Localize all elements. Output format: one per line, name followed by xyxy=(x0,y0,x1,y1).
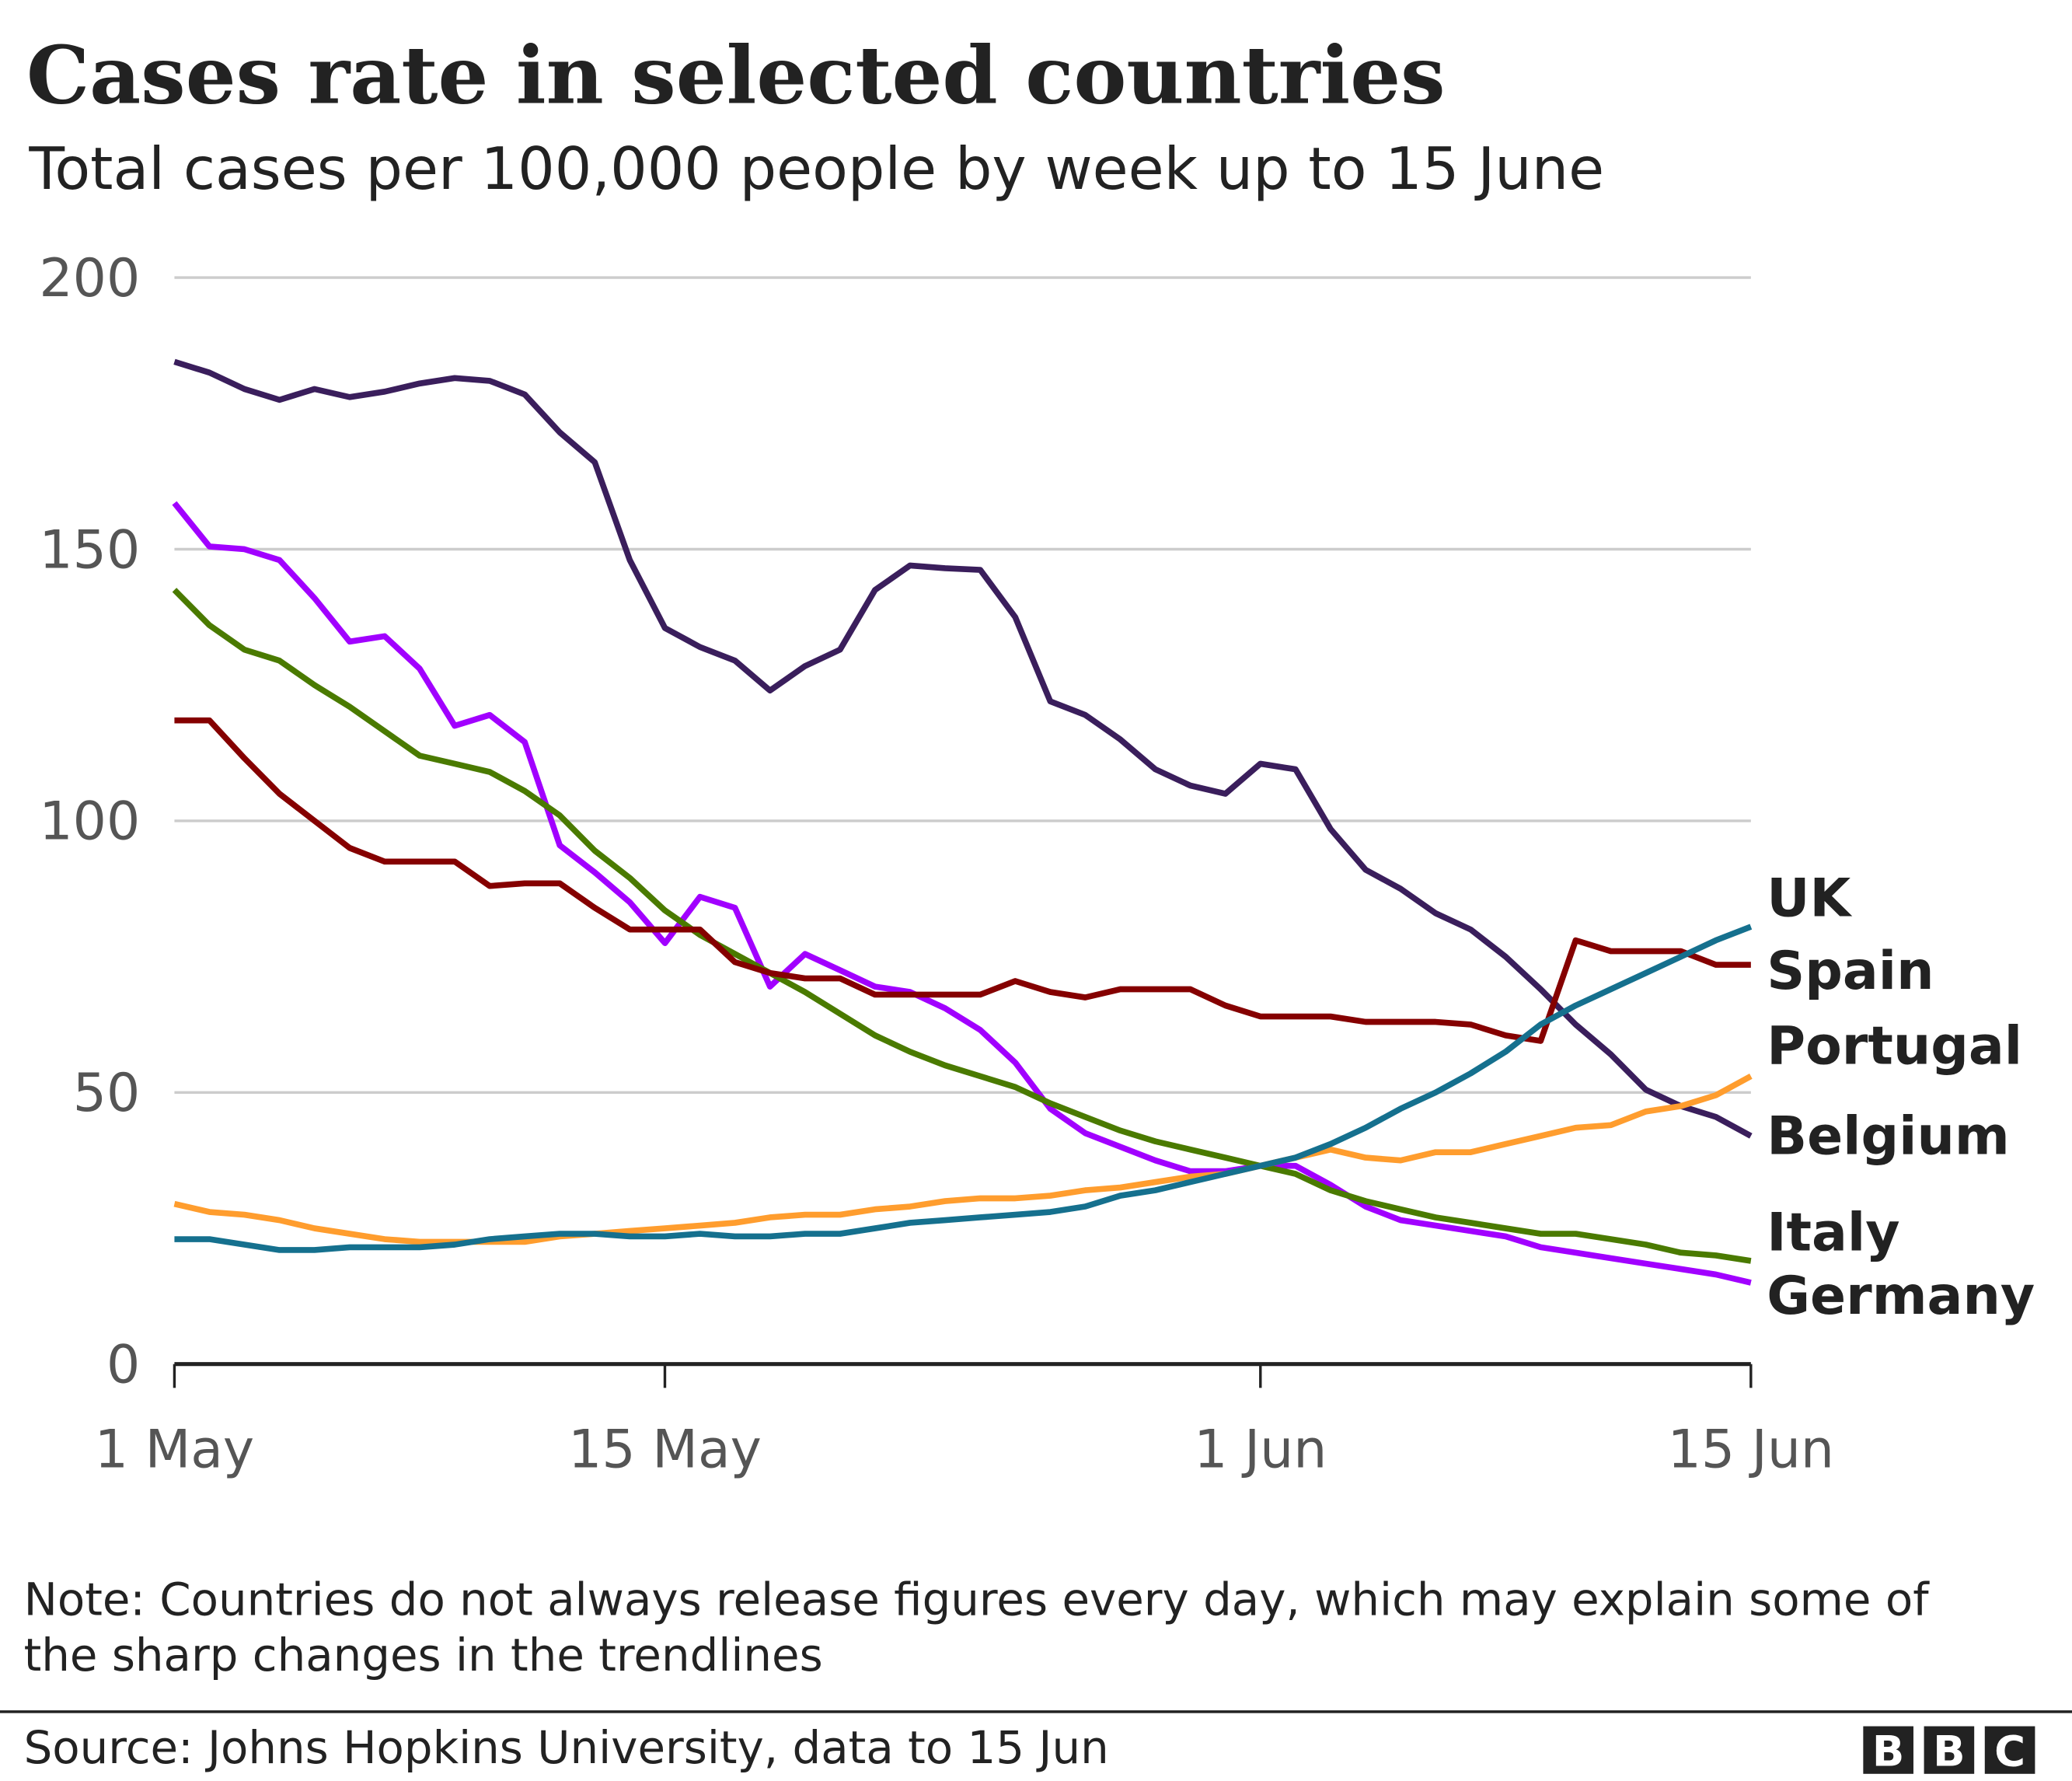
series-line-uk xyxy=(174,924,1753,1253)
bbc-logo-letter: B xyxy=(1933,1727,1965,1776)
bbc-logo: B B C xyxy=(1863,1726,2035,1776)
bbc-logo-letter: B xyxy=(1872,1727,1904,1776)
x-tick-label: 1 Jun xyxy=(1194,1419,1327,1480)
label-uk: UK xyxy=(1767,868,1852,929)
source-text: Source: Johns Hopkins University, data t… xyxy=(24,1721,1109,1774)
note-line-1: Note: Countries do not always release fi… xyxy=(24,1573,1931,1626)
note-line-2: the sharp changes in the trendlines xyxy=(24,1629,823,1681)
y-tick-label: 0 xyxy=(106,1335,140,1396)
y-axis: 0 50 100 150 200 xyxy=(39,248,140,1396)
series-line-germany xyxy=(172,501,1752,1286)
series-line-italy xyxy=(172,588,1752,1264)
label-germany: Germany xyxy=(1767,1266,2035,1327)
series-line-spain xyxy=(174,717,1751,1044)
chart-subtitle: Total cases per 100,000 people by week u… xyxy=(28,135,1604,203)
series-lines xyxy=(172,358,1753,1286)
label-spain: Spain xyxy=(1767,941,1934,1002)
gridlines xyxy=(174,276,1751,1094)
y-tick-label: 200 xyxy=(39,248,140,309)
label-belgium: Belgium xyxy=(1767,1105,2010,1167)
bbc-logo-letter: C xyxy=(1994,1727,2025,1776)
y-tick-label: 50 xyxy=(73,1063,141,1124)
end-labels: UK Spain Portugal Belgium Italy Germany xyxy=(1767,868,2035,1327)
label-italy: Italy xyxy=(1767,1202,1899,1263)
y-tick-label: 100 xyxy=(39,791,140,853)
y-tick-label: 150 xyxy=(39,519,140,581)
chart-title: Cases rate in selected countries xyxy=(26,30,1446,123)
x-axis: 1 May 15 May 1 Jun 15 Jun xyxy=(95,1362,1834,1480)
label-portugal: Portugal xyxy=(1767,1016,2022,1077)
x-tick-label: 1 May xyxy=(95,1419,254,1480)
series-line-portugal xyxy=(173,1074,1753,1245)
series-line-belgium xyxy=(173,358,1753,1139)
x-tick-label: 15 Jun xyxy=(1668,1419,1834,1480)
x-tick-label: 15 May xyxy=(568,1419,762,1480)
